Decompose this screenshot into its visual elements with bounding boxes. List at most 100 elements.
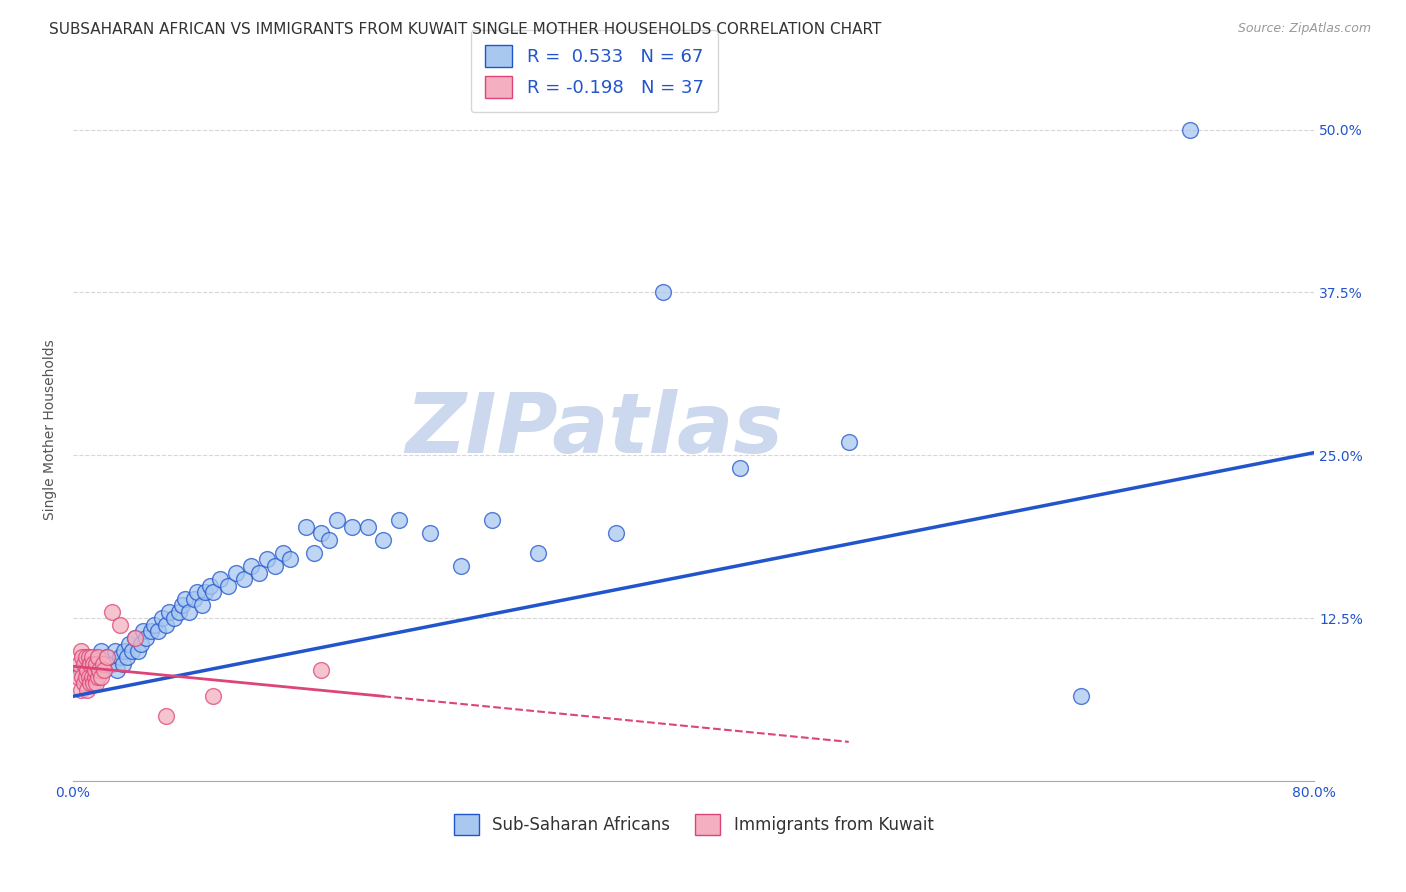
Point [86,650,108,665]
Point [77,670,100,684]
Point [89,663,111,677]
Point [318,533,340,547]
Point [155,617,177,632]
Point [104,643,127,657]
Point [450,559,472,574]
Point [201,690,224,704]
Point [217,578,239,592]
Point [87,650,110,665]
Point [198,578,221,592]
Point [728,461,751,475]
Point [191,598,214,612]
Point [342,520,364,534]
Point [155,708,177,723]
Point [66,670,89,684]
Point [70,682,93,697]
Point [209,572,232,586]
Point [388,513,411,527]
Point [1178,122,1201,136]
Point [87,670,110,684]
Point [70,643,93,657]
Point [76,663,98,677]
Point [80,650,103,665]
Point [77,650,100,665]
Point [96,650,118,665]
Point [150,611,173,625]
Point [194,585,217,599]
Point [148,624,170,639]
Point [112,643,135,657]
Point [82,676,104,690]
Point [72,670,94,684]
Point [90,643,112,657]
Text: Source: ZipAtlas.com: Source: ZipAtlas.com [1237,22,1371,36]
Point [240,559,263,574]
Point [77,657,100,671]
Point [132,624,155,639]
Point [101,657,124,671]
Point [108,617,131,632]
Point [225,566,247,580]
Point [302,546,325,560]
Point [131,637,153,651]
Text: SUBSAHARAN AFRICAN VS IMMIGRANTS FROM KUWAIT SINGLE MOTHER HOUSEHOLDS CORRELATIO: SUBSAHARAN AFRICAN VS IMMIGRANTS FROM KU… [49,22,882,37]
Point [118,637,141,651]
Point [105,663,128,677]
Point [142,617,165,632]
Point [86,657,108,671]
Point [651,285,673,300]
Point [79,657,101,671]
Point [201,585,224,599]
Point [83,663,105,677]
Point [326,513,349,527]
Point [108,650,131,665]
Point [93,663,115,677]
Y-axis label: Single Mother Households: Single Mother Households [44,339,58,519]
Point [232,572,254,586]
Point [183,591,205,606]
Point [278,552,301,566]
Point [82,657,104,671]
Point [72,650,94,665]
Point [75,650,97,665]
Point [91,657,114,671]
Point [247,566,270,580]
Point [139,624,162,639]
Point [419,526,441,541]
Point [481,513,503,527]
Point [357,520,380,534]
Legend: Sub-Saharan Africans, Immigrants from Kuwait: Sub-Saharan Africans, Immigrants from Ku… [446,806,942,843]
Point [121,643,143,657]
Point [70,663,93,677]
Point [101,605,124,619]
Text: ZIPatlas: ZIPatlas [405,389,783,470]
Point [256,552,278,566]
Point [311,663,333,677]
Point [170,598,193,612]
Point [86,676,108,690]
Point [163,611,186,625]
Point [117,650,139,665]
Point [527,546,550,560]
Point [838,435,860,450]
Point [93,663,115,677]
Point [1070,690,1092,704]
Point [127,643,149,657]
Point [186,585,208,599]
Point [75,670,97,684]
Point [173,591,195,606]
Point [80,670,103,684]
Point [263,559,285,574]
Point [135,631,157,645]
Point [76,682,98,697]
Point [90,670,112,684]
Point [73,657,96,671]
Point [124,631,146,645]
Point [605,526,627,541]
Point [73,676,96,690]
Point [80,670,103,684]
Point [79,676,101,690]
Point [271,546,294,560]
Point [373,533,395,547]
Point [157,605,180,619]
